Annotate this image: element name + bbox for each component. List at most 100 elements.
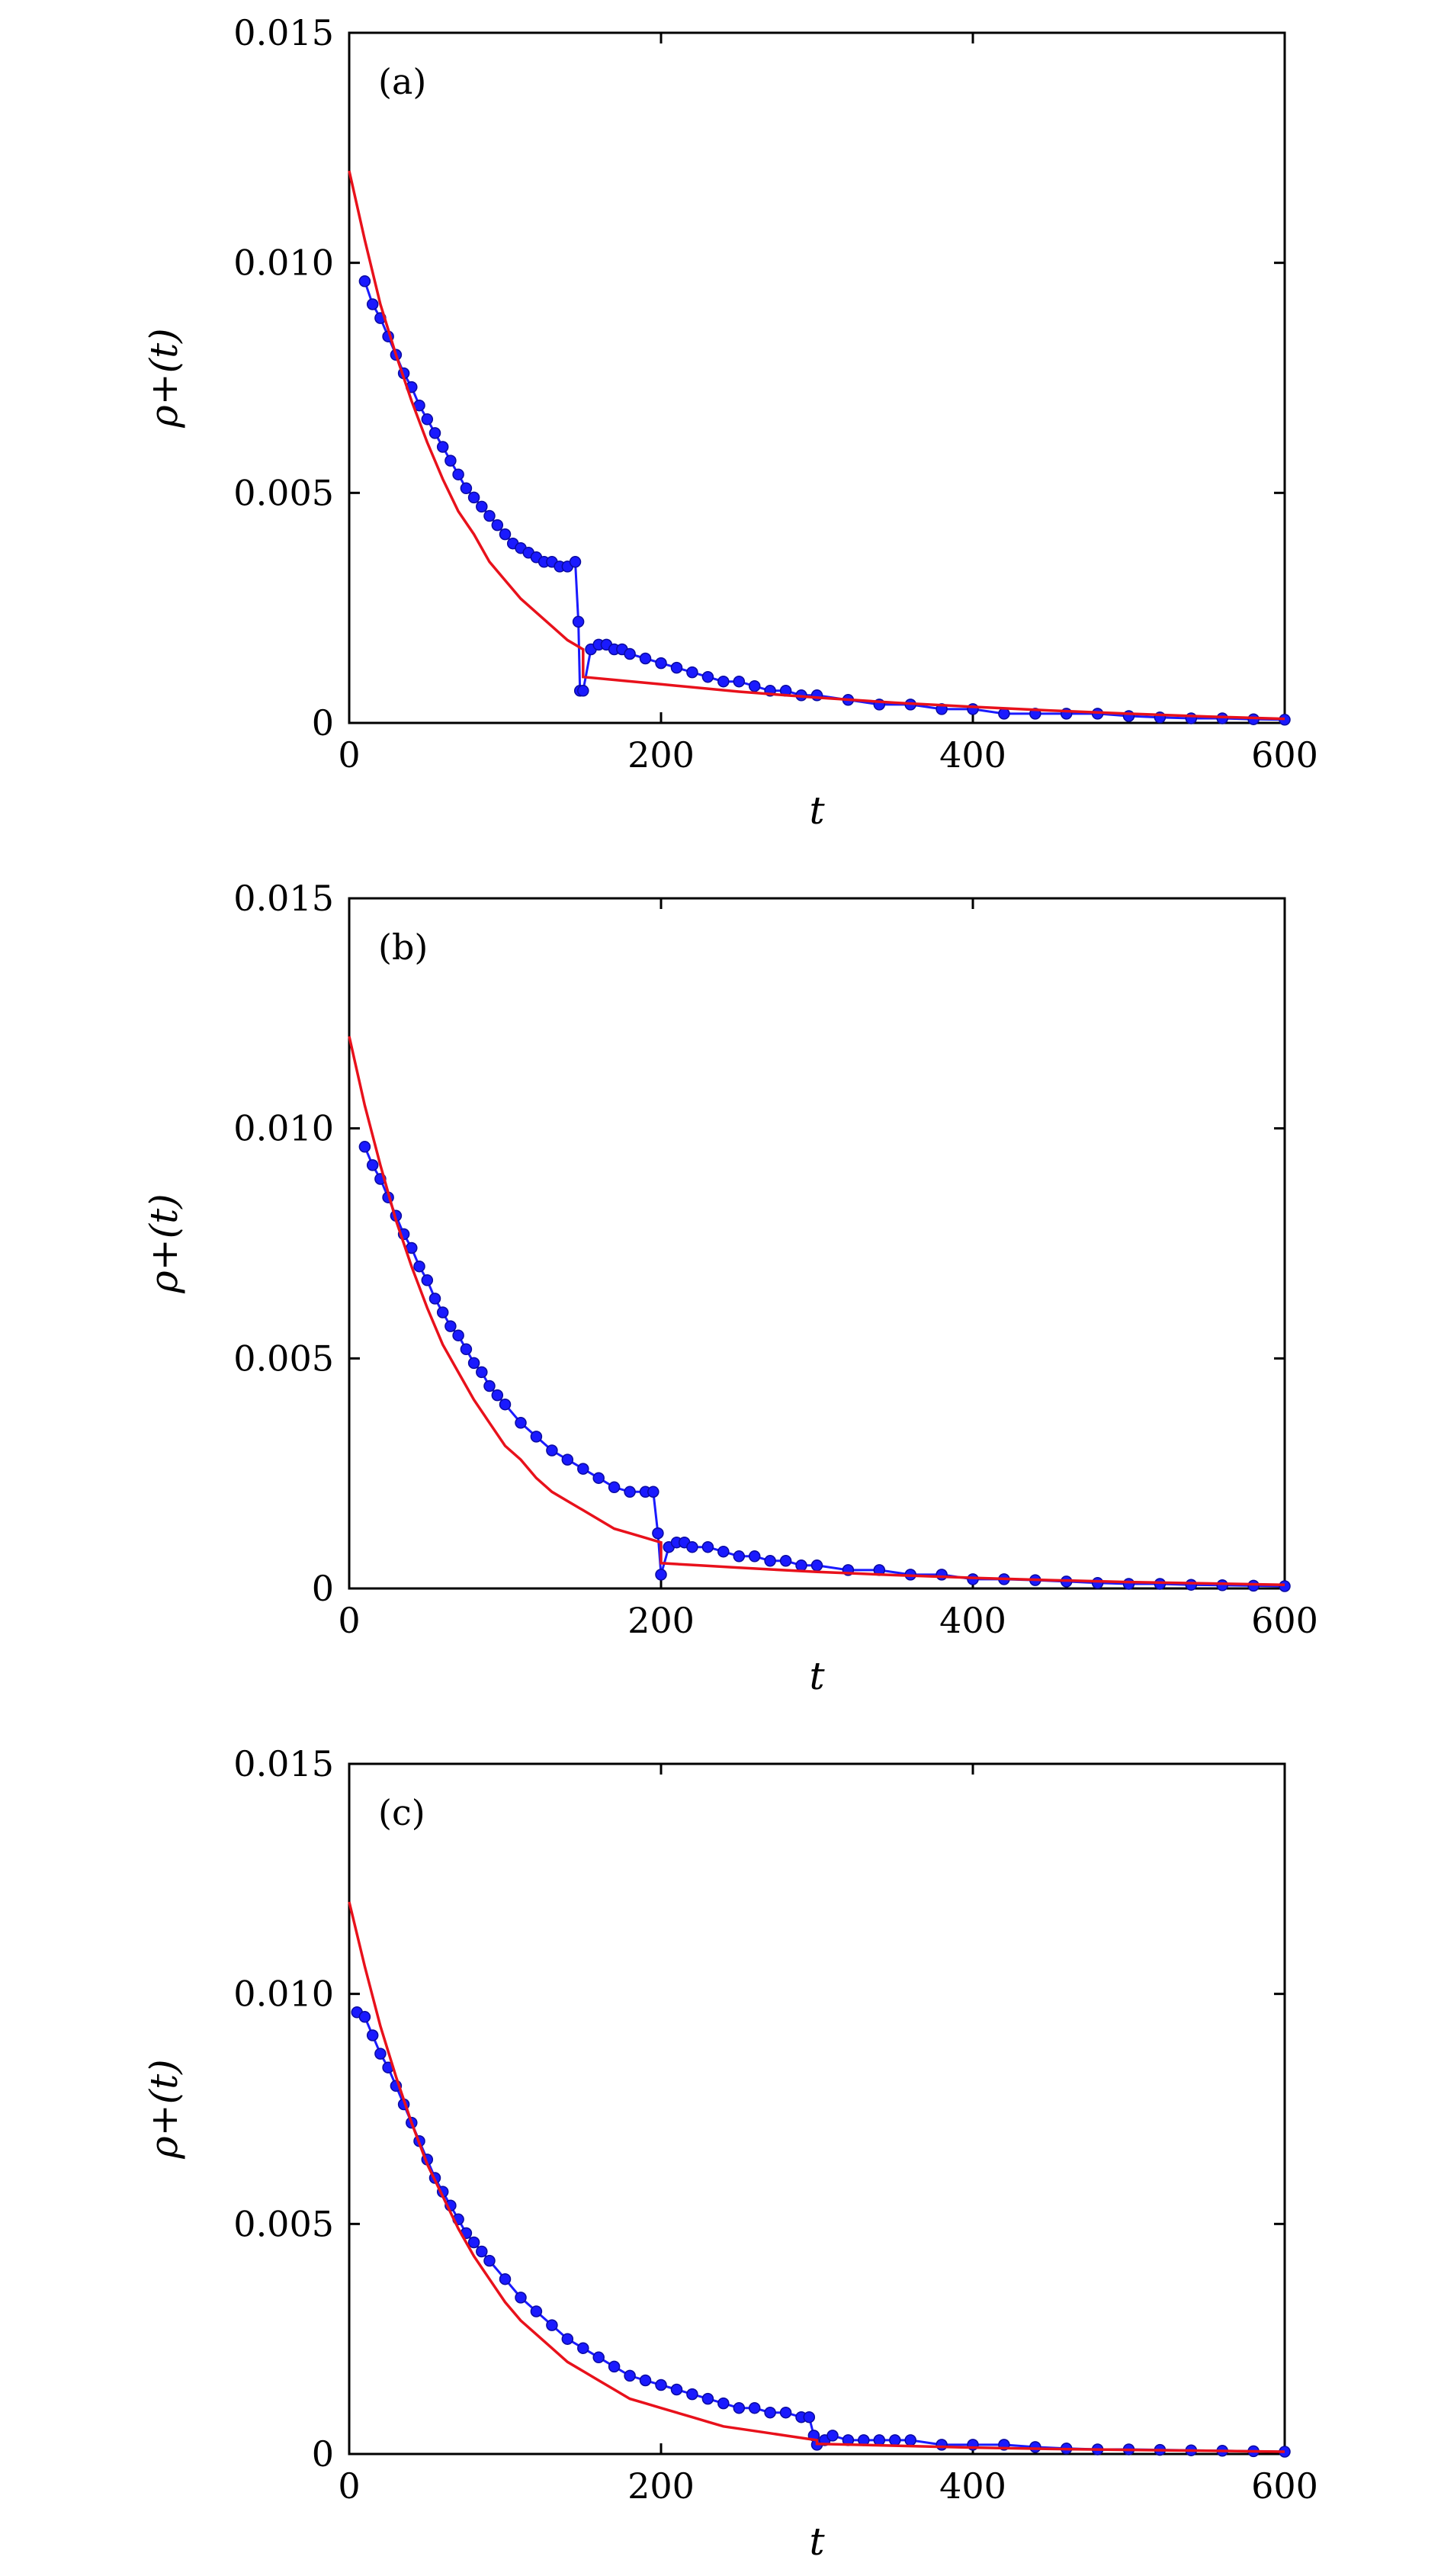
x-tick-label: 0: [338, 2465, 360, 2507]
simulation-series-line: [363, 281, 1285, 721]
x-axis-label: t: [809, 2520, 825, 2564]
simulation-point: [436, 441, 449, 453]
simulation-point: [515, 2292, 527, 2304]
simulation-point: [491, 519, 504, 532]
simulation-point: [936, 2439, 948, 2451]
simulation-point: [491, 1389, 504, 1402]
simulation-point: [428, 1293, 441, 1305]
simulation-point: [436, 1306, 449, 1319]
simulation-point: [795, 1559, 807, 1572]
simulation-point: [592, 2351, 605, 2364]
simulation-point: [639, 652, 652, 665]
simulation-point: [624, 647, 636, 660]
panel-label: (a): [378, 61, 426, 102]
y-tick-label: 0.010: [233, 243, 334, 284]
simulation-point: [904, 2434, 916, 2446]
simulation-point: [717, 2397, 730, 2410]
simulation-point: [639, 2374, 652, 2387]
simulation-point: [569, 556, 582, 568]
simulation-point: [476, 500, 488, 513]
panel-label: (c): [378, 1792, 425, 1833]
simulation-point: [444, 1320, 457, 1332]
simulation-point: [655, 657, 667, 670]
simulation-point: [476, 2245, 488, 2258]
simulation-point: [1216, 1579, 1228, 1592]
simulation-point: [483, 1380, 496, 1392]
simulation-point: [460, 482, 473, 495]
simulation-point: [733, 675, 746, 688]
plot-frame: [348, 31, 1286, 724]
x-tick-label: 200: [627, 1600, 695, 1641]
simulation-series-line: [356, 2011, 1285, 2453]
simulation-series-line: [364, 1146, 1285, 1588]
simulation-point: [936, 1569, 948, 1581]
simulation-point: [733, 2401, 746, 2414]
simulation-point: [530, 2305, 543, 2317]
simulation-point: [670, 661, 683, 674]
simulation-point: [452, 468, 464, 480]
y-tick-label: 0: [312, 1568, 334, 1609]
simulation-point: [358, 2011, 371, 2023]
x-tick-label: 400: [939, 734, 1006, 776]
x-tick-label: 600: [1251, 1600, 1318, 1641]
simulation-point: [515, 1417, 527, 1429]
simulation-point: [686, 2388, 698, 2401]
plot-frame: [348, 1762, 1286, 2456]
simulation-point: [748, 679, 761, 692]
simulation-point: [826, 2430, 839, 2442]
simulation-point: [624, 2369, 636, 2382]
simulation-point: [421, 413, 434, 426]
x-tick-label: 200: [627, 734, 695, 776]
simulation-point: [810, 1559, 823, 1572]
simulation-point: [366, 2029, 379, 2041]
simulation-point: [701, 2392, 714, 2405]
y-tick-label: 0.005: [233, 2203, 334, 2244]
simulation-point: [499, 528, 512, 541]
simulation-point: [499, 2272, 512, 2285]
theory-curve: [348, 170, 1285, 721]
simulation-point: [366, 298, 379, 310]
panel-a: 0 200 400 600 0 0.005 0.010 0.015 t ρ+(t) (a): [142, 12, 1318, 833]
x-tick-label: 600: [1251, 2465, 1318, 2507]
simulation-point: [670, 2383, 683, 2396]
y-tick-label: 0.010: [233, 1974, 334, 2015]
simulation-point: [546, 2319, 558, 2331]
simulation-point: [779, 1555, 792, 1567]
y-tick-label: 0.015: [233, 12, 334, 53]
simulation-point: [460, 1343, 473, 1356]
simulation-point: [452, 1329, 464, 1341]
simulation-point: [592, 1472, 605, 1484]
y-tick-label: 0: [312, 2433, 334, 2475]
simulation-point: [717, 675, 730, 688]
simulation-point: [655, 1569, 667, 1581]
simulation-point: [779, 2406, 792, 2419]
x-tick-label: 200: [627, 2465, 695, 2507]
simulation-point: [483, 509, 496, 522]
simulation-point: [1279, 1580, 1291, 1592]
y-tick-label: 0.005: [233, 472, 334, 513]
simulation-point: [366, 1159, 379, 1171]
simulation-point: [733, 1550, 746, 1563]
simulation-point: [577, 2342, 589, 2354]
simulation-point: [572, 615, 585, 628]
simulation-point: [467, 2236, 480, 2249]
simulation-point: [686, 666, 698, 679]
x-tick-label: 600: [1251, 734, 1318, 776]
simulation-point: [889, 2434, 901, 2446]
simulation-point: [467, 1357, 480, 1370]
simulation-point: [444, 454, 457, 467]
simulation-point: [421, 1274, 434, 1286]
y-tick-label: 0.005: [233, 1338, 334, 1379]
y-axis-label: ρ+(t): [142, 1193, 186, 1293]
panel-label: (b): [378, 927, 428, 968]
y-tick-label: 0: [312, 702, 334, 744]
simulation-point: [483, 2254, 496, 2267]
simulation-point: [655, 2378, 667, 2391]
simulation-point: [764, 1555, 776, 1567]
theory-curve: [348, 1036, 1285, 1586]
simulation-point: [748, 1550, 761, 1563]
panel-b: 0 200 400 600 0 0.005 0.010 0.015 t ρ+(t) (b): [142, 878, 1318, 1698]
simulation-point: [374, 2048, 387, 2060]
simulation-point: [686, 1540, 698, 1553]
simulation-point: [652, 1527, 664, 1540]
